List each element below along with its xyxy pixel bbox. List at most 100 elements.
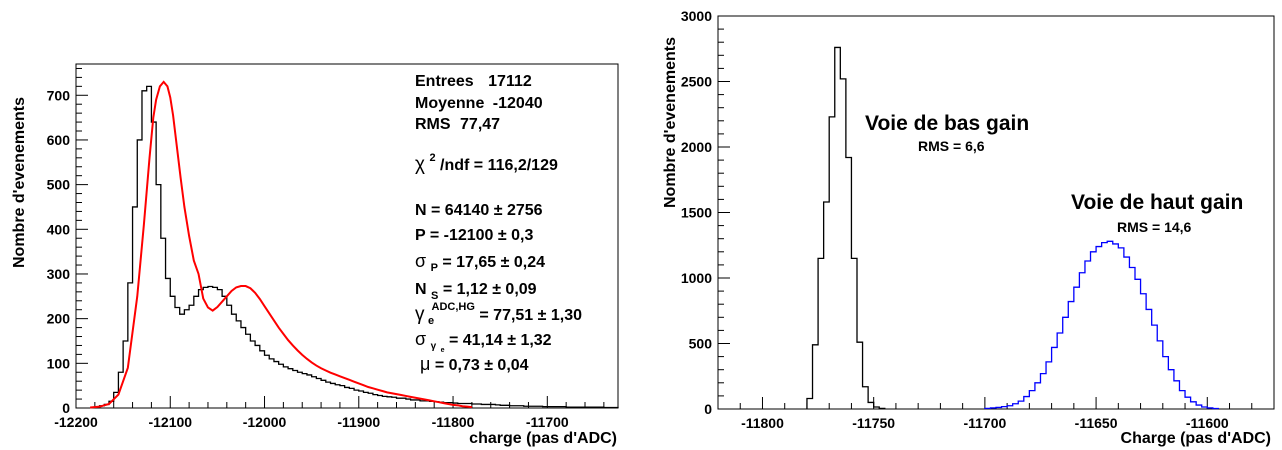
right-histogram-0 (806, 46, 886, 409)
left-histogram-bin (269, 359, 274, 408)
right-histogram-bin (824, 202, 830, 409)
stats-chi2-text: /ndf = 116,2/129 (440, 157, 558, 174)
right-histogram-bin (840, 79, 846, 409)
stats-chi2-sup: 2 (429, 152, 435, 164)
left-histogram-bin (236, 321, 241, 408)
left-fit-curve (90, 80, 472, 409)
stats-n: N = 64140 ± 2756 (415, 202, 543, 219)
stats-ns-text: = 1,12 ± 0,09 (443, 281, 537, 298)
right-x-tick-label: -11800 (741, 415, 784, 431)
left-histogram-bin (345, 387, 350, 408)
left-histogram-bin (175, 307, 180, 408)
left-histogram-bin (170, 296, 175, 408)
right-histogram-bin (846, 157, 852, 409)
right-histogram-bin (1024, 397, 1030, 409)
right-histogram-bin (1063, 317, 1069, 409)
right-histogram-bin (1046, 362, 1052, 409)
right-y-tick-label: 0 (704, 401, 712, 417)
left-histogram-bin (298, 372, 303, 408)
left-histogram-bin (321, 380, 326, 408)
right-histogram-bin (1040, 374, 1046, 409)
right-histogram-outline (806, 46, 886, 409)
left-histogram-panel: 0 100 200 300 400 500 600 700 -12200 -12100 -1200… (11, 63, 619, 447)
right-histogram-bin (863, 387, 869, 409)
left-x-tick-label: -11700 (526, 414, 569, 430)
left-histogram-bin (180, 314, 185, 408)
right-histogram-bin (1013, 404, 1019, 409)
left-histogram-bin (199, 290, 204, 408)
left-histogram-bin (326, 382, 331, 408)
right-histogram-bin (1179, 391, 1185, 409)
left-histogram-bin (411, 400, 416, 408)
stats-chi2-symbol: χ (415, 154, 425, 175)
left-fit-series (90, 80, 472, 409)
right-histogram-bin (857, 342, 863, 409)
right-histogram-bin (1035, 383, 1041, 409)
left-histogram-bin (359, 391, 364, 408)
right-histogram-bin (813, 345, 819, 409)
left-histogram-bin (387, 397, 392, 408)
stats-mean: Moyenne -12040 (415, 95, 543, 112)
left-y-axis-label: Nombre d'evenements (11, 97, 28, 268)
stats-sigma-symbol: σ (415, 251, 426, 271)
stats-entries-label: Entrees (415, 73, 474, 90)
left-histogram-bin (189, 305, 194, 408)
left-y-tick-label: 200 (47, 311, 71, 327)
left-y-tick-label: 300 (47, 266, 71, 282)
right-histogram-bin (1018, 401, 1024, 409)
right-histogram-bin (1141, 294, 1147, 409)
right-histogram-bin (1113, 244, 1119, 409)
left-histogram-bin (250, 341, 255, 408)
stats-sigma-p: σ P = 17,65 ± 0,24 (415, 251, 545, 275)
left-histogram-bin (194, 296, 199, 408)
left-histogram-bin (331, 383, 336, 408)
left-histogram-bin (232, 314, 237, 408)
left-x-tick-label: -12200 (54, 414, 98, 430)
right-histogram-bin (1068, 302, 1074, 409)
right-histogram-bin (1057, 333, 1063, 409)
left-y-tick-label: 700 (47, 87, 71, 103)
stats-ns: N S = 1,12 ± 0,09 (415, 281, 537, 303)
right-histogram-bin (835, 47, 841, 409)
right-x-axis-label: Charge (pas d'ADC) (1121, 430, 1271, 447)
left-x-axis: -12200 -12100 -12000 -11900 -11800 -11700 (54, 396, 605, 430)
left-y-tick-label: 600 (47, 132, 71, 148)
left-y-tick-label: 100 (47, 355, 71, 371)
left-histogram-bin (151, 122, 156, 408)
right-histogram-bin (1163, 357, 1169, 409)
left-histogram-bin (425, 401, 430, 408)
left-histogram-bin (293, 370, 298, 408)
left-histogram-bin (265, 355, 270, 408)
left-x-tick-label: -11800 (432, 414, 475, 430)
left-histogram-bin (373, 395, 378, 408)
right-y-axis: 0 500 1000 1500 2000 2500 3000 (681, 8, 730, 417)
stats-sigma-sub: P (431, 262, 438, 274)
left-histogram-bin (184, 310, 189, 408)
right-histogram-bin (1135, 279, 1141, 409)
stats-rms-label: RMS (415, 116, 451, 133)
left-histogram-bin (307, 375, 312, 408)
left-x-tick-label: -11900 (337, 414, 380, 430)
right-histogram-1 (984, 240, 1220, 410)
right-histogram-bin (851, 258, 857, 409)
left-histogram-bin (335, 385, 340, 408)
right-histogram-outline (984, 240, 1220, 410)
right-y-tick-label: 1500 (681, 205, 712, 221)
left-histogram-bin (349, 388, 354, 408)
right-x-axis: -11800 -11750 -11700 -11650 -11600 (717, 397, 1275, 431)
right-histogram-bin (1118, 248, 1124, 409)
stats-sigma-gamma: σ γ e = 41,14 ± 1,32 (415, 329, 552, 356)
right-histogram-bin (1146, 309, 1152, 409)
right-y-tick-label: 2000 (681, 139, 712, 155)
stats-rms: RMS 77,47 (415, 116, 500, 133)
left-x-tick-label: -12100 (148, 414, 192, 430)
right-histogram-bin (1091, 252, 1097, 409)
stats-mean-label: Moyenne (415, 95, 484, 112)
stats-sigma-text: = 17,65 ± 0,24 (442, 254, 545, 271)
right-histogram-bin (1029, 391, 1035, 409)
stats-sg-symbol: σ (415, 329, 426, 349)
left-histogram-bin (241, 328, 246, 408)
right-y-tick-label: 2500 (681, 74, 712, 90)
left-histogram-bin (429, 401, 434, 408)
